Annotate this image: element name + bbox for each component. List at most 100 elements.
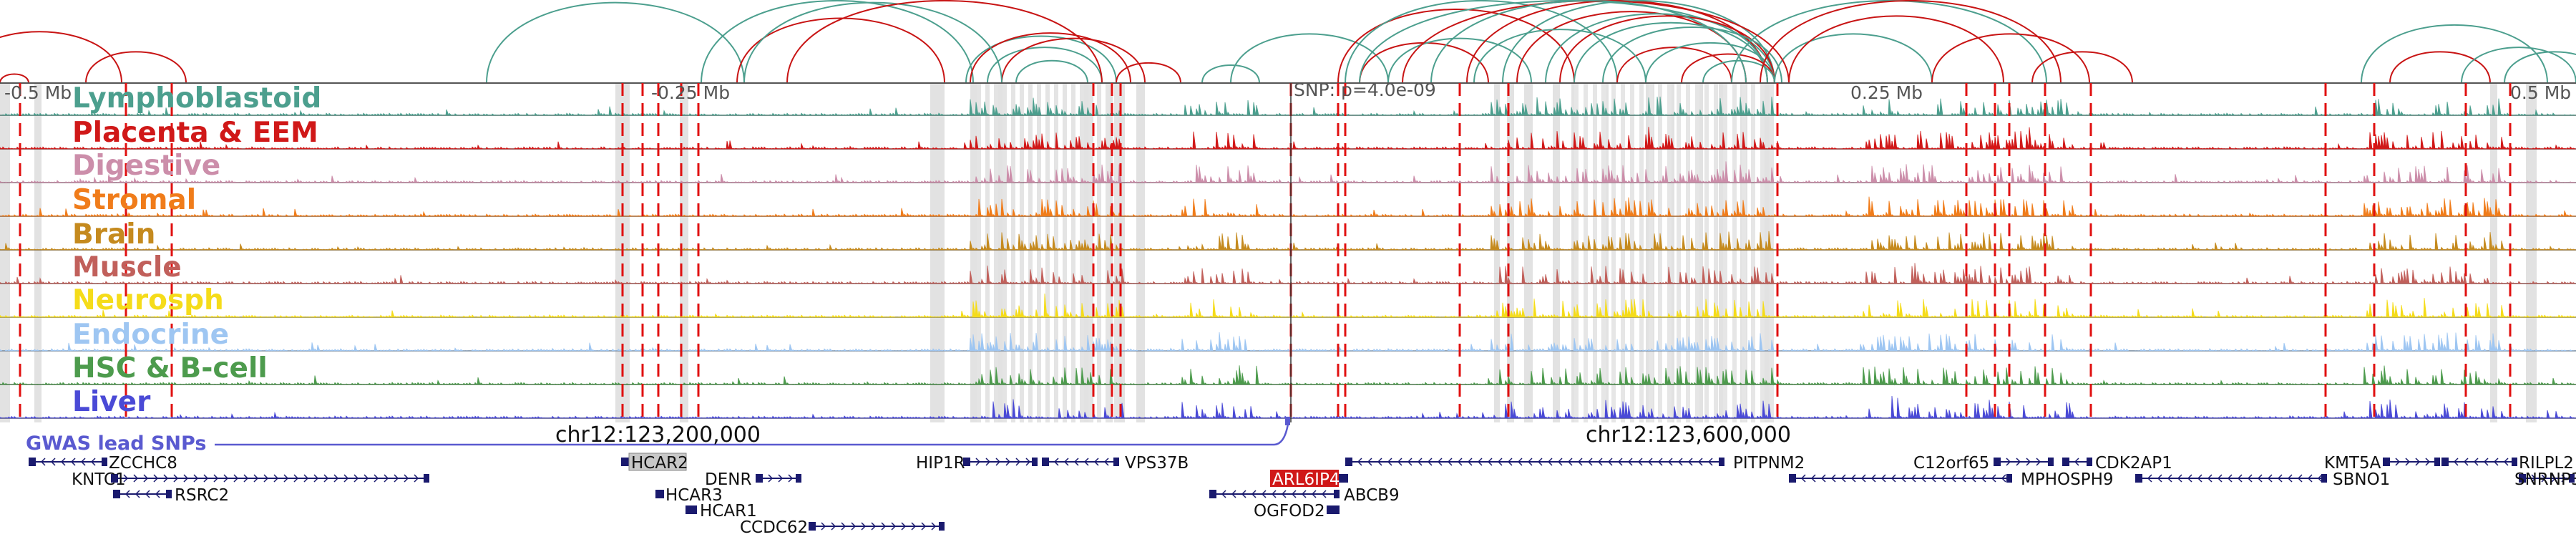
strand-arrow	[1357, 458, 1362, 466]
gene-label: ABCB9	[1344, 486, 1400, 505]
gene-vps37b[interactable]: VPS37B	[1042, 454, 1189, 473]
exon	[1113, 458, 1119, 466]
strand-arrow	[60, 458, 66, 466]
strand-arrow	[1005, 458, 1011, 466]
grey-region	[1593, 83, 1597, 422]
grey-region	[1770, 83, 1774, 422]
exon	[686, 505, 693, 514]
exon	[113, 490, 120, 498]
grey-region	[1524, 83, 1533, 422]
strand-arrow	[1437, 458, 1443, 466]
grey-region	[1020, 83, 1024, 422]
grey-region	[2490, 83, 2497, 422]
exon	[2087, 458, 2092, 466]
exon	[2512, 458, 2517, 466]
strand-arrow	[90, 458, 96, 466]
strand-arrow	[1567, 458, 1573, 466]
strand-arrow	[1387, 458, 1392, 466]
strand-arrow	[263, 474, 269, 483]
gene-zcchc8[interactable]: ZCCHC8	[29, 454, 177, 473]
strand-arrow	[2395, 458, 2401, 466]
gene-label: DENR	[705, 470, 751, 489]
coordinate-labels: chr12:123,200,000 chr12:123,600,000	[555, 422, 1791, 448]
gene-hip1r[interactable]: HIP1R	[916, 454, 1038, 473]
strand-arrow	[80, 458, 86, 466]
strand-arrow	[2297, 474, 2303, 483]
gene-rsrc2[interactable]: RSRC2	[113, 486, 229, 505]
interaction-arc	[1616, 47, 1732, 84]
strand-arrow	[343, 474, 349, 483]
chromatin-interaction-arcs	[0, 0, 2576, 84]
gene-abcb9[interactable]: ABCB9	[1209, 486, 1400, 505]
interaction-arc	[1402, 0, 1790, 84]
gene-kmt5a[interactable]: KMT5A	[2324, 454, 2440, 473]
strand-arrow	[313, 474, 319, 483]
signal-track	[0, 395, 2576, 420]
strand-arrow	[1587, 458, 1593, 466]
strand-arrow	[1637, 458, 1643, 466]
strand-arrow	[1617, 458, 1623, 466]
gene-mphosph9[interactable]: MPHOSPH9	[1789, 470, 2114, 489]
exon	[2135, 474, 2142, 483]
strand-arrow	[2074, 458, 2079, 466]
gene-hcar1[interactable]: HCAR1	[686, 502, 757, 521]
strand-arrow	[133, 474, 139, 483]
strand-arrow	[1271, 490, 1277, 498]
coordinate-label-2: chr12:123,600,000	[1586, 422, 1791, 448]
signal-track	[0, 96, 2576, 117]
strand-arrow	[1931, 474, 1936, 483]
strand-arrow	[1447, 458, 1453, 466]
gene-sbno1[interactable]: SBNO1	[2135, 470, 2390, 489]
strand-arrow	[374, 474, 379, 483]
strand-arrow	[2317, 474, 2323, 483]
interaction-arc	[1760, 0, 2062, 84]
gene-cdk2ap1[interactable]: CDK2AP1	[2062, 454, 2172, 473]
gene-kntc1[interactable]: KNTC1	[72, 470, 429, 489]
strand-arrow	[123, 474, 129, 483]
interaction-arc	[2361, 24, 2548, 84]
strand-arrow	[404, 474, 409, 483]
strand-arrow	[233, 474, 239, 483]
gene-pitpnm2[interactable]: PITPNM2	[1345, 454, 1805, 473]
strand-arrow	[153, 474, 159, 483]
gene-hcar2[interactable]: HCAR2	[621, 453, 688, 473]
interaction-arc	[701, 0, 974, 84]
gene-ogfod2[interactable]: OGFOD2	[1254, 502, 1340, 521]
grey-region	[1063, 83, 1067, 422]
grey-region	[1732, 83, 1737, 422]
gene-rilpl2[interactable]: RILPL2	[2441, 454, 2574, 473]
strand-arrow	[1427, 458, 1433, 466]
strand-arrow	[243, 474, 249, 483]
interaction-arc	[1337, 9, 1575, 84]
gene-ccdc62[interactable]: CCDC62	[740, 518, 945, 537]
exon	[796, 474, 801, 483]
signal-track	[0, 127, 2576, 150]
grey-region	[1584, 83, 1588, 422]
strand-arrow	[1981, 474, 1986, 483]
strand-arrow	[1657, 458, 1663, 466]
interaction-arc	[1001, 37, 1146, 84]
strand-arrow	[1517, 458, 1523, 466]
strand-arrow	[2405, 458, 2411, 466]
strand-arrow	[2237, 474, 2243, 483]
interaction-arc	[2389, 51, 2491, 84]
signal-track	[0, 196, 2576, 218]
gwas-snp-marker[interactable]	[1285, 417, 1290, 425]
axis-label-0.25: 0.25 Mb	[1850, 82, 1923, 103]
grey-region	[1553, 83, 1560, 422]
gene-label: C12orf65	[1913, 454, 1989, 473]
exon	[963, 458, 970, 466]
grey-region	[1686, 83, 1690, 422]
gene-denr[interactable]: DENR	[705, 470, 801, 489]
gene-hcar3[interactable]: HCAR3	[655, 486, 723, 505]
axis-label-minus-0.25: -0.25 Mb	[651, 82, 730, 103]
gene-arl6ip4[interactable]: ARL6IP4	[1270, 470, 1348, 489]
strand-arrow	[2503, 458, 2509, 466]
strand-arrow	[1647, 458, 1653, 466]
gene-snrnp35[interactable]: SNRNP35	[2514, 470, 2576, 489]
snp-markers	[19, 83, 2512, 422]
grey-region	[1045, 83, 1050, 422]
gene-c12orf65[interactable]: C12orf65	[1913, 454, 2054, 473]
strand-arrow	[841, 522, 847, 531]
